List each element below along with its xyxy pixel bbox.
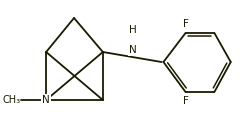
Text: F: F: [183, 96, 188, 106]
Text: N: N: [42, 95, 50, 105]
Text: F: F: [183, 19, 188, 29]
Text: N: N: [129, 45, 136, 55]
Text: H: H: [129, 25, 136, 35]
Text: CH₃: CH₃: [2, 95, 20, 105]
